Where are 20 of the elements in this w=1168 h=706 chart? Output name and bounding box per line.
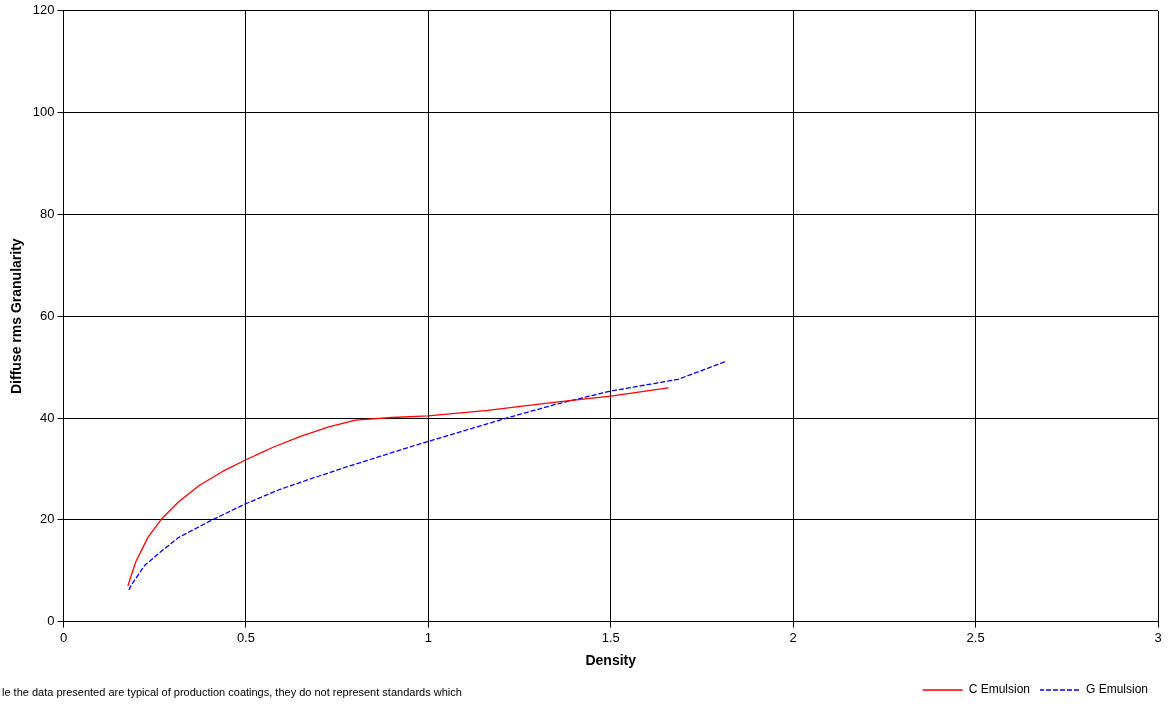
y-tick-label: 20 <box>40 511 55 527</box>
y-tick-label: 120 <box>32 2 55 18</box>
x-tick-label: 2 <box>789 629 797 645</box>
y-tick-label: 0 <box>47 613 55 629</box>
x-tick-label: 0 <box>59 629 68 645</box>
x-tick-label: 1.5 <box>601 629 620 645</box>
x-tick-label: 3 <box>1154 629 1162 645</box>
y-tick-label: 80 <box>40 205 55 221</box>
line-series <box>128 360 727 591</box>
legend-label: C Emulsion <box>968 682 1030 697</box>
x-tick-label: 0.5 <box>236 629 255 645</box>
y-tick-label: 100 <box>32 104 55 120</box>
x-tick-label: 1 <box>424 629 432 645</box>
legend-label: G Emulsion <box>1085 682 1149 697</box>
y-tick-label: 40 <box>40 409 55 425</box>
y-axis-title: Diffuse rms Granularity <box>8 238 25 394</box>
text: le the data presented are typical of production coatings, they do not represent standards which <box>2 686 462 698</box>
x-axis-title: Density <box>585 652 637 669</box>
x-tick-label: 2.5 <box>966 629 985 645</box>
y-tick-label: 60 <box>40 307 55 323</box>
